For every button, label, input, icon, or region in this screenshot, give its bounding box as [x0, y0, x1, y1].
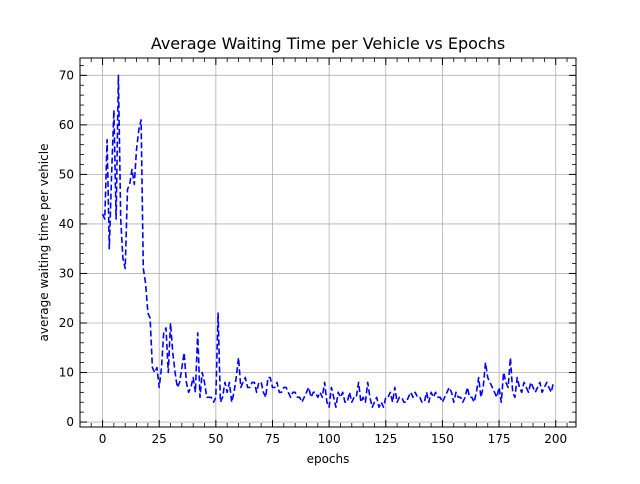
x-tick-label: 75 — [265, 432, 280, 446]
y-tick-label: 0 — [66, 415, 74, 429]
series-line — [101, 74, 555, 409]
x-axis-label: epochs — [307, 452, 350, 466]
y-tick-label: 60 — [59, 118, 74, 132]
axis-ticks: 0 25 50 75 100 125 150 175 200 0 10 20 30 40 50 60 70 — [59, 58, 576, 446]
y-tick-label: 30 — [59, 266, 74, 280]
x-tick-label: 100 — [318, 432, 341, 446]
y-tick-label: 40 — [59, 217, 74, 231]
series-layer — [101, 74, 555, 409]
y-tick-label: 70 — [59, 68, 74, 82]
x-tick-label: 150 — [431, 432, 454, 446]
y-tick-label: 10 — [59, 366, 74, 380]
x-tick-label: 50 — [208, 432, 223, 446]
grid — [80, 58, 576, 427]
plot-frame — [79, 57, 577, 428]
chart-title: Average Waiting Time per Vehicle vs Epoc… — [151, 34, 505, 53]
x-tick-label: 175 — [488, 432, 511, 446]
y-tick-label: 50 — [59, 167, 74, 181]
y-tick-label: 20 — [59, 316, 74, 330]
x-tick-label: 200 — [544, 432, 567, 446]
x-tick-label: 25 — [152, 432, 167, 446]
x-tick-label: 125 — [374, 432, 397, 446]
x-tick-label: 0 — [99, 432, 107, 446]
y-axis-label: average waiting time per vehicle — [37, 144, 51, 342]
